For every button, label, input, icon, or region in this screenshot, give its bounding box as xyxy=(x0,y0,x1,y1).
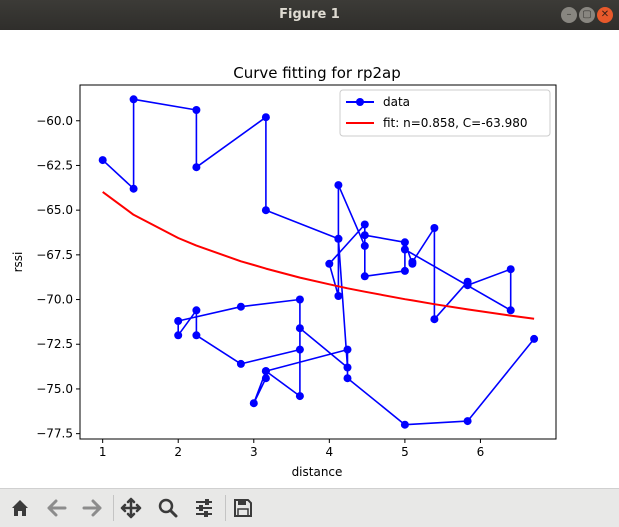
zoom-button[interactable] xyxy=(154,494,182,522)
legend-box xyxy=(339,89,551,137)
y-tick-label: −75.0 xyxy=(36,382,73,396)
data-point xyxy=(343,374,352,383)
data-point xyxy=(463,417,472,426)
data-point xyxy=(129,95,138,104)
data-point xyxy=(295,345,304,354)
y-tick-label: −60.0 xyxy=(36,114,73,128)
y-tick-label: −77.5 xyxy=(36,427,73,441)
close-icon: ✕ xyxy=(600,9,610,20)
data-point xyxy=(506,265,515,274)
configure-subplots-button[interactable] xyxy=(190,494,218,522)
data-point xyxy=(430,224,439,232)
data-point xyxy=(400,245,409,254)
move-icon xyxy=(120,497,142,519)
data-point xyxy=(192,106,201,114)
x-tick-label: 2 xyxy=(174,445,182,459)
navigation-toolbar xyxy=(0,488,619,527)
legend-data-label: data xyxy=(383,95,410,109)
data-point xyxy=(360,231,369,240)
x-tick-label: 3 xyxy=(250,445,258,459)
data-point xyxy=(261,374,270,383)
data-point xyxy=(192,306,201,315)
data-point xyxy=(334,292,343,300)
arrow-left-icon xyxy=(47,499,67,517)
maximize-button[interactable]: ▢ xyxy=(579,7,595,23)
y-tick-label: −62.5 xyxy=(36,158,73,172)
floppy-disk-icon xyxy=(234,499,252,517)
data-point xyxy=(400,266,409,275)
data-point xyxy=(174,317,183,325)
data-point xyxy=(295,392,304,401)
data-point xyxy=(236,359,245,368)
pan-button[interactable] xyxy=(117,494,145,522)
data-point xyxy=(334,234,343,243)
data-point xyxy=(261,113,270,122)
y-tick-label: −70.0 xyxy=(36,293,73,307)
data-point xyxy=(295,324,304,333)
data-point xyxy=(236,302,245,311)
minimize-button[interactable]: – xyxy=(561,7,577,23)
plot-area xyxy=(79,84,557,440)
data-point xyxy=(129,184,138,193)
chart-title: Curve fitting for rp2ap xyxy=(233,64,401,82)
y-axis-label: rssi xyxy=(11,252,25,273)
minimize-icon: – xyxy=(566,9,572,20)
toolbar-separator xyxy=(113,495,114,521)
data-point xyxy=(360,220,369,229)
figure-canvas[interactable]: Curve fitting for rp2ap 1 2 3 4 5 6 −60.0 −62.… xyxy=(0,30,619,488)
home-button[interactable] xyxy=(6,494,34,522)
x-tick-label: 5 xyxy=(401,445,409,459)
fit-curve-line xyxy=(102,191,535,320)
toolbar-separator xyxy=(225,495,226,521)
series-layer xyxy=(98,95,539,429)
y-tick-label: −67.5 xyxy=(36,248,73,262)
data-point xyxy=(192,331,201,340)
data-point xyxy=(261,367,270,376)
data-point xyxy=(408,258,417,266)
x-tick-label: 4 xyxy=(326,445,334,459)
data-point xyxy=(334,181,343,190)
chart: Curve fitting for rp2ap 1 2 3 4 5 6 −60.0 −62.… xyxy=(11,64,557,479)
y-tick-label: −72.5 xyxy=(36,337,73,351)
data-point xyxy=(174,331,183,340)
legend-fit-label: fit: n=0.858, C=-63.980 xyxy=(383,116,528,130)
data-point xyxy=(325,259,334,268)
legend: data fit: n=0.858, C=-63.980 xyxy=(339,89,551,137)
data-point xyxy=(400,420,409,429)
forward-button[interactable] xyxy=(78,494,106,522)
data-point xyxy=(506,306,515,315)
data-point xyxy=(463,281,472,290)
x-tick-label: 6 xyxy=(477,445,485,459)
sliders-icon xyxy=(196,499,212,517)
window-title: Figure 1 xyxy=(279,7,340,22)
data-point xyxy=(360,241,369,250)
window-titlebar: Figure 1 – ▢ ✕ xyxy=(0,0,619,30)
legend-data-marker xyxy=(356,98,364,106)
arrow-right-icon xyxy=(82,499,102,517)
data-point xyxy=(530,334,539,343)
data-point xyxy=(249,399,258,408)
magnifier-icon xyxy=(158,498,178,518)
maximize-icon: ▢ xyxy=(582,9,592,20)
home-icon xyxy=(12,500,28,516)
x-axis-label: distance xyxy=(292,465,343,479)
data-point xyxy=(430,315,439,324)
data-point xyxy=(400,238,409,247)
back-button[interactable] xyxy=(43,494,71,522)
close-button[interactable]: ✕ xyxy=(597,7,613,23)
x-tick-label: 1 xyxy=(99,445,107,459)
y-tick-label: −65.0 xyxy=(36,203,73,217)
data-point xyxy=(343,345,352,354)
y-axis-ticks: −60.0 −62.5 −65.0 −67.5 −70.0 −72.5 −75.0 −77.5 xyxy=(36,114,80,441)
data-point xyxy=(98,156,107,165)
data-point xyxy=(261,206,270,215)
data-point xyxy=(343,363,352,372)
x-axis-ticks: 1 2 3 4 5 6 xyxy=(99,439,484,459)
data-point xyxy=(295,295,304,304)
data-point xyxy=(192,163,201,172)
save-button[interactable] xyxy=(229,494,257,522)
data-point xyxy=(360,272,369,281)
